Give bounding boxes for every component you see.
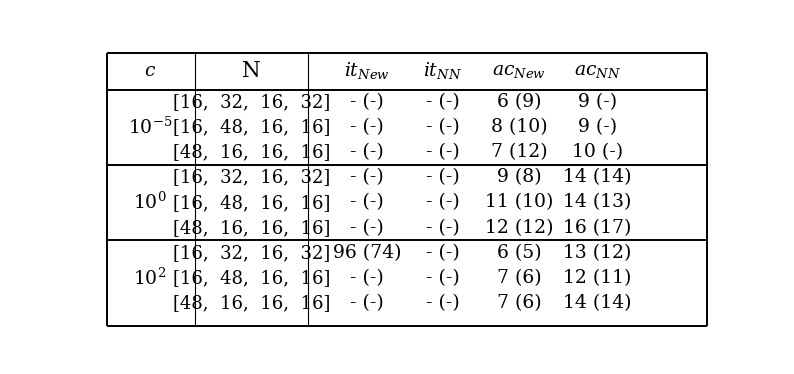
Text: [48,  16,  16,  16]: [48, 16, 16, 16] bbox=[172, 143, 330, 161]
Text: [16,  48,  16,  16]: [16, 48, 16, 16] bbox=[172, 269, 330, 287]
Text: 6 (5): 6 (5) bbox=[496, 243, 542, 262]
Text: - (-): - (-) bbox=[426, 143, 460, 161]
Text: 96 (74): 96 (74) bbox=[333, 243, 401, 262]
Text: N: N bbox=[242, 60, 260, 82]
Text: 7 (12): 7 (12) bbox=[491, 143, 547, 161]
Text: 14 (13): 14 (13) bbox=[564, 194, 632, 212]
Text: 12 (11): 12 (11) bbox=[564, 269, 632, 287]
Text: [48,  16,  16,  16]: [48, 16, 16, 16] bbox=[172, 294, 330, 312]
Text: 10 (-): 10 (-) bbox=[572, 143, 623, 161]
Text: $10^{0}$: $10^{0}$ bbox=[133, 192, 167, 213]
Text: $10^{2}$: $10^{2}$ bbox=[133, 267, 166, 288]
Text: [48,  16,  16,  16]: [48, 16, 16, 16] bbox=[172, 219, 330, 237]
Text: 14 (14): 14 (14) bbox=[564, 169, 632, 187]
Text: 14 (14): 14 (14) bbox=[564, 294, 632, 312]
Text: 7 (6): 7 (6) bbox=[496, 294, 542, 312]
Text: $10^{-5}$: $10^{-5}$ bbox=[128, 116, 172, 138]
Text: $it_{NN}$: $it_{NN}$ bbox=[423, 60, 462, 81]
Text: - (-): - (-) bbox=[350, 143, 384, 161]
Text: $c$: $c$ bbox=[144, 61, 156, 80]
Text: $ac_{NN}$: $ac_{NN}$ bbox=[574, 61, 621, 80]
Text: 11 (10): 11 (10) bbox=[484, 194, 553, 212]
Text: [16,  32,  16,  32]: [16, 32, 16, 32] bbox=[172, 169, 330, 187]
Text: - (-): - (-) bbox=[426, 194, 460, 212]
Text: 13 (12): 13 (12) bbox=[564, 243, 632, 262]
Text: - (-): - (-) bbox=[350, 219, 384, 237]
Text: - (-): - (-) bbox=[350, 269, 384, 287]
Text: - (-): - (-) bbox=[426, 219, 460, 237]
Text: - (-): - (-) bbox=[426, 294, 460, 312]
Text: - (-): - (-) bbox=[350, 93, 384, 111]
Text: - (-): - (-) bbox=[350, 294, 384, 312]
Text: - (-): - (-) bbox=[426, 169, 460, 187]
Text: - (-): - (-) bbox=[350, 118, 384, 136]
Text: 6 (9): 6 (9) bbox=[497, 93, 542, 111]
Text: - (-): - (-) bbox=[426, 118, 460, 136]
Text: - (-): - (-) bbox=[426, 243, 460, 262]
Text: - (-): - (-) bbox=[426, 93, 460, 111]
Text: $it_{New}$: $it_{New}$ bbox=[344, 60, 390, 81]
Text: 9 (-): 9 (-) bbox=[578, 118, 617, 136]
Text: $ac_{New}$: $ac_{New}$ bbox=[492, 61, 545, 80]
Text: - (-): - (-) bbox=[350, 194, 384, 212]
Text: [16,  48,  16,  16]: [16, 48, 16, 16] bbox=[172, 118, 330, 136]
Text: [16,  48,  16,  16]: [16, 48, 16, 16] bbox=[172, 194, 330, 212]
Text: 8 (10): 8 (10) bbox=[491, 118, 547, 136]
Text: 9 (8): 9 (8) bbox=[496, 169, 542, 187]
Text: 7 (6): 7 (6) bbox=[496, 269, 542, 287]
Text: - (-): - (-) bbox=[426, 269, 460, 287]
Text: 16 (17): 16 (17) bbox=[564, 219, 632, 237]
Text: - (-): - (-) bbox=[350, 169, 384, 187]
Text: 9 (-): 9 (-) bbox=[578, 93, 617, 111]
Text: [16,  32,  16,  32]: [16, 32, 16, 32] bbox=[172, 243, 330, 262]
Text: [16,  32,  16,  32]: [16, 32, 16, 32] bbox=[172, 93, 330, 111]
Text: 12 (12): 12 (12) bbox=[484, 219, 553, 237]
